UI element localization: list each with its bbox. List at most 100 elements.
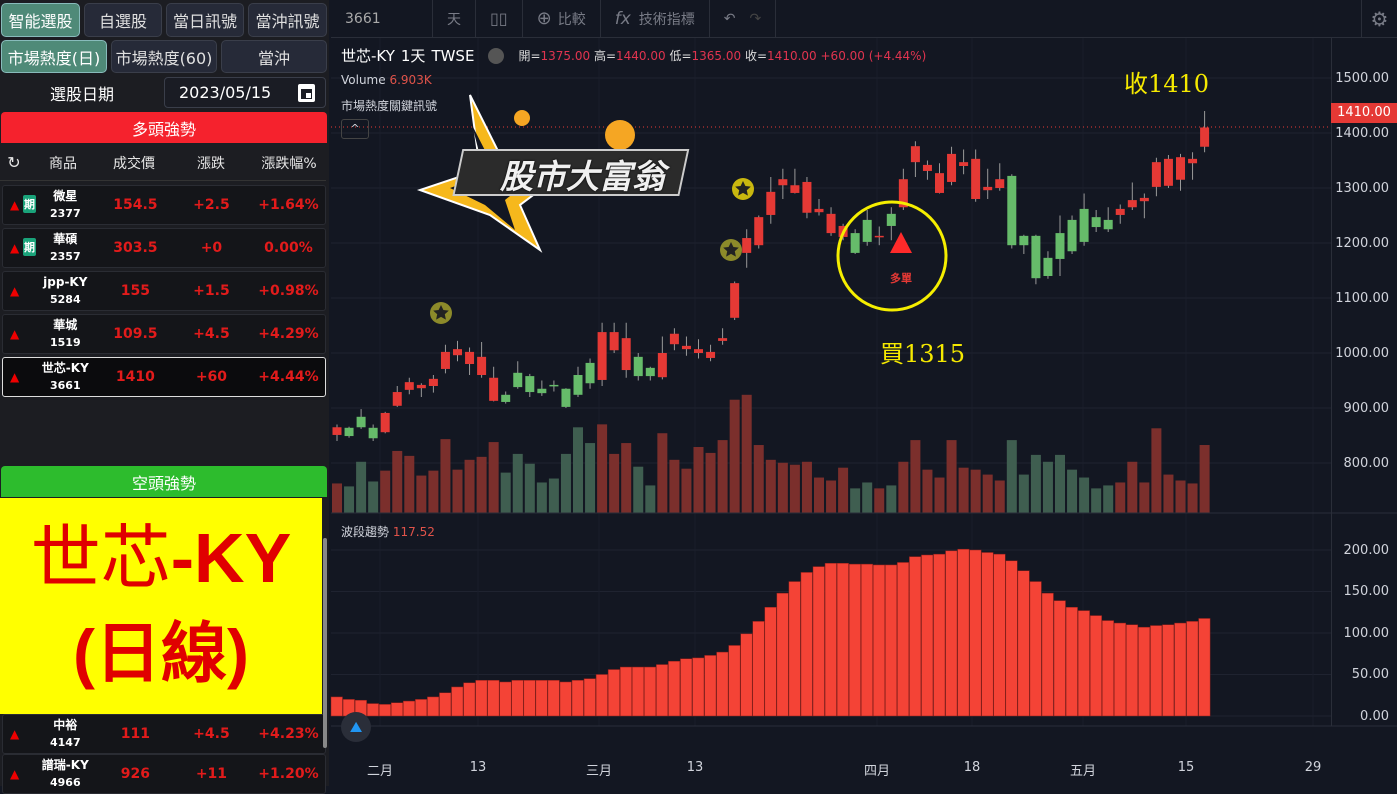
- candle-body: [718, 338, 728, 341]
- collapse-indicators-button[interactable]: ^: [341, 119, 369, 139]
- wave-bar: [860, 563, 873, 717]
- table-row[interactable]: ▲ 期 華碩 2357 303.5 +0 0.00%: [2, 228, 326, 268]
- stock-change-pct: +4.44%: [258, 369, 319, 385]
- wave-bar: [969, 549, 982, 717]
- wave-bar: [1138, 626, 1151, 717]
- close-annotation: 收1410: [1124, 70, 1210, 98]
- candle: [573, 366, 583, 397]
- col-change[interactable]: 漲跌: [197, 155, 225, 172]
- candle: [1031, 234, 1041, 285]
- candle-body: [935, 173, 944, 193]
- wave-tick-label: 200.00: [1343, 542, 1390, 558]
- wave-bar: [366, 703, 379, 717]
- candle-body: [983, 186, 993, 191]
- candle: [1079, 193, 1089, 246]
- wave-bar: [692, 657, 705, 717]
- price-axis[interactable]: 1500.00 1400.00 1300.00 1200.00 1100.00 1000.…: [1331, 38, 1397, 726]
- wave-bar: [764, 607, 777, 717]
- candle: [983, 168, 993, 199]
- time-tick-label: 18: [963, 760, 981, 775]
- wave-bar: [451, 686, 464, 717]
- interval-button[interactable]: 天: [433, 0, 476, 38]
- candle-body: [706, 351, 716, 358]
- tab-market-heat-60[interactable]: 市場熱度(60): [111, 40, 217, 73]
- volume-bar: [765, 459, 776, 513]
- chart-type-button[interactable]: ▯▯: [476, 0, 523, 38]
- refresh-icon[interactable]: ↻: [7, 153, 21, 172]
- collapse-legend-icon[interactable]: [488, 47, 505, 64]
- time-tick-label: 二月: [366, 764, 394, 779]
- price-tick-label: 1400.00: [1335, 125, 1389, 141]
- table-row[interactable]: ▲ 譜瑞-KY 4966 926 +11 +1.20%: [2, 754, 326, 794]
- candle-body: [1163, 158, 1173, 186]
- tab-watchlist[interactable]: 自選股: [84, 3, 162, 37]
- highlight-circle: [836, 200, 948, 312]
- candle: [368, 424, 378, 441]
- calendar-icon[interactable]: [298, 84, 315, 102]
- list-scrollbar[interactable]: [323, 538, 327, 748]
- candle: [1043, 251, 1053, 279]
- candle: [392, 386, 402, 407]
- up-arrow-icon: ▲ 期: [3, 238, 36, 256]
- table-row[interactable]: ▲ 中裕 4147 111 +4.5 +4.23%: [2, 714, 326, 754]
- undo-icon[interactable]: ↶: [723, 10, 736, 27]
- stock-name: 譜瑞-KY: [41, 758, 89, 772]
- volume-bar: [789, 464, 800, 513]
- candle-body: [790, 185, 800, 193]
- tab-daytrade-signals[interactable]: 當沖訊號: [248, 3, 327, 37]
- date-picker[interactable]: 2023/05/15: [164, 77, 326, 108]
- candle: [814, 199, 824, 216]
- wave-bar: [885, 564, 898, 717]
- candle: [1055, 215, 1065, 276]
- legend-interval: 1天: [400, 47, 426, 65]
- candle-body: [633, 356, 643, 377]
- symbol-search[interactable]: 3661: [331, 0, 433, 38]
- volume-bar: [753, 445, 764, 513]
- table-row[interactable]: ▲ 世芯-KY 3661 1410 +60 +4.44%: [2, 357, 326, 397]
- redo-icon[interactable]: ↷: [749, 10, 762, 27]
- col-price[interactable]: 成交價: [113, 155, 155, 172]
- candle: [1163, 155, 1173, 188]
- tab-smart-picks[interactable]: 智能選股: [1, 3, 80, 37]
- candle: [730, 281, 740, 320]
- candle-body: [886, 213, 896, 226]
- wave-bar: [1089, 615, 1102, 717]
- stock-code: 2357: [49, 250, 81, 263]
- overlay-title-cjk: 世芯: [30, 517, 171, 599]
- table-row[interactable]: ▲ 期 微星 2377 154.5 +2.5 +1.64%: [2, 185, 326, 225]
- candle-body: [332, 427, 342, 435]
- stock-change: +2.5: [193, 197, 230, 213]
- settings-gear-icon[interactable]: ⚙: [1361, 0, 1397, 38]
- compare-button[interactable]: ⊕ 比較: [523, 0, 601, 38]
- wave-bar: [523, 680, 536, 717]
- indicators-button[interactable]: fx 技術指標: [601, 0, 710, 38]
- volume-bar: [512, 453, 523, 513]
- volume-bar: [1151, 428, 1162, 513]
- volume-bar: [416, 475, 427, 513]
- candle-body: [922, 164, 932, 171]
- wave-bar: [644, 666, 657, 717]
- wave-bar: [933, 553, 946, 717]
- candle-body: [971, 158, 981, 199]
- candle-body: [898, 179, 908, 208]
- candle-body: [754, 217, 764, 246]
- tab-daytrade[interactable]: 當沖: [221, 40, 327, 73]
- col-product[interactable]: 商品: [49, 155, 77, 172]
- tradingview-logo-icon[interactable]: ⛰: [341, 712, 371, 742]
- table-row[interactable]: ▲ 華城 1519 109.5 +4.5 +4.29%: [2, 314, 326, 354]
- wave-bar: [1017, 570, 1030, 717]
- candle-body: [1115, 208, 1125, 215]
- stock-change: +4.5: [193, 326, 230, 342]
- chart-legend: 世芯-KY 1天 TWSE 開=1375.00 高=1440.00 低=1365…: [341, 45, 926, 66]
- volume-bar: [1079, 477, 1090, 513]
- coin-icon: [605, 120, 635, 150]
- tab-daily-signals[interactable]: 當日訊號: [166, 3, 244, 37]
- wave-bar: [836, 563, 849, 717]
- wave-bar: [1162, 624, 1175, 717]
- candle-body: [862, 219, 872, 242]
- col-change-pct[interactable]: 漲跌幅%: [261, 155, 317, 172]
- table-row[interactable]: ▲ jpp-KY 5284 155 +1.5 +0.98%: [2, 271, 326, 311]
- candle-body: [621, 338, 631, 371]
- tab-market-heat-daily[interactable]: 市場熱度(日): [1, 40, 107, 73]
- volume-bar: [1018, 474, 1029, 513]
